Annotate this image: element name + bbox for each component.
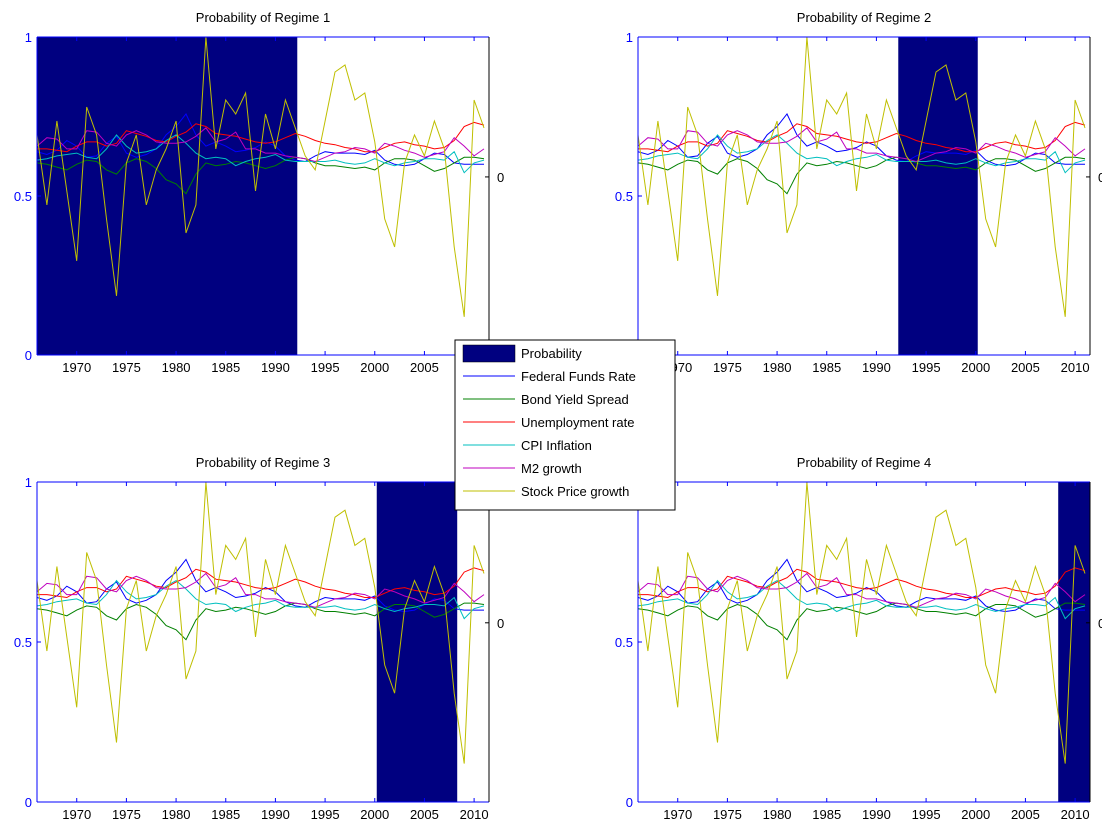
x-tick-label: 1990 <box>862 807 891 822</box>
x-tick-label: 1970 <box>663 807 692 822</box>
x-tick-label: 1980 <box>162 807 191 822</box>
series-line-bond-yield-spread <box>37 602 485 641</box>
series-line-unemployment-rate <box>638 567 1086 599</box>
series-line-cpi-inflation <box>638 579 1086 620</box>
series-line-bond-yield-spread <box>638 156 1086 195</box>
x-tick-label: 2005 <box>410 807 439 822</box>
x-tick-label: 1970 <box>62 360 91 375</box>
legend-label-probability: Probability <box>521 346 582 361</box>
x-tick-label: 1995 <box>912 807 941 822</box>
y-tick-label: 0 <box>25 348 32 363</box>
series-line-federal-funds-rate <box>37 113 484 167</box>
series-line-federal-funds-rate <box>638 113 1085 167</box>
x-tick-label: 2005 <box>1011 807 1040 822</box>
chart-panel-regime-1: Probability of Regime 1 1970 1975 1980 1985 1… <box>14 10 504 375</box>
series-line-stock-price-growth <box>638 482 1086 764</box>
x-tick-label: 1985 <box>211 807 240 822</box>
series-line-stock-price-growth <box>37 482 485 764</box>
legend-label-federal-funds-rate: Federal Funds Rate <box>521 369 636 384</box>
y-tick-label: 0.5 <box>615 189 633 204</box>
right-y-tick-label: 0 <box>497 170 504 185</box>
x-tick-label: 1995 <box>311 807 340 822</box>
x-tick-label: 2005 <box>410 360 439 375</box>
series-line-cpi-inflation <box>37 134 485 174</box>
chart-panel-regime-3: Probability of Regime 3 1970 1975 1980 1985 1… <box>14 455 504 822</box>
x-tick-label: 1990 <box>261 807 290 822</box>
y-tick-label: 1 <box>626 30 633 45</box>
x-tick-label: 2010 <box>1061 807 1090 822</box>
y-tick-label: 0 <box>626 795 633 810</box>
x-tick-label: 1980 <box>162 360 191 375</box>
x-tick-label: 1985 <box>812 360 841 375</box>
x-tick-label: 2005 <box>1011 360 1040 375</box>
x-tick-label: 2000 <box>961 807 990 822</box>
legend-label-unemployment-rate: Unemployment rate <box>521 415 634 430</box>
series-lines <box>638 37 1086 317</box>
chart-panel-regime-4: Probability of Regime 4 1970 1975 1980 1985 1… <box>615 455 1102 822</box>
x-tick-label: 1975 <box>112 360 141 375</box>
legend-swatch-probability <box>462 344 516 363</box>
x-tick-label: 2000 <box>961 360 990 375</box>
probability-area <box>1058 482 1090 802</box>
x-tick-label: 1990 <box>261 360 290 375</box>
chart-title: Probability of Regime 1 <box>196 10 330 25</box>
probability-area <box>37 37 298 355</box>
y-tick-label: 0.5 <box>14 635 32 650</box>
x-tick-label: 1980 <box>763 360 792 375</box>
series-lines <box>638 482 1086 764</box>
x-tick-label: 2000 <box>360 807 389 822</box>
x-tick-label: 1985 <box>211 360 240 375</box>
legend-box <box>454 339 676 511</box>
right-y-tick-label: 0 <box>1098 170 1102 185</box>
y-tick-label: 0 <box>25 795 32 810</box>
x-tick-label: 1995 <box>311 360 340 375</box>
x-tick-label: 1975 <box>112 807 141 822</box>
legend-label-bond-yield-spread: Bond Yield Spread <box>521 392 629 407</box>
legend: Probability Federal Funds Rate Bond Yield … <box>454 339 676 511</box>
right-y-tick-label: 0 <box>497 616 504 631</box>
series-line-bond-yield-spread <box>37 156 485 195</box>
x-tick-label: 1985 <box>812 807 841 822</box>
right-y-tick-label: 0 <box>1098 616 1102 631</box>
series-line-federal-funds-rate <box>37 558 484 613</box>
legend-label-m2-growth: M2 growth <box>521 461 582 476</box>
y-tick-label: 1 <box>25 475 32 490</box>
legend-label-stock-price-growth: Stock Price growth <box>521 484 629 499</box>
x-tick-label: 2000 <box>360 360 389 375</box>
y-tick-label: 0.5 <box>14 189 32 204</box>
legend-label-cpi-inflation: CPI Inflation <box>521 438 592 453</box>
x-tick-label: 1995 <box>912 360 941 375</box>
x-tick-label: 1990 <box>862 360 891 375</box>
x-tick-label: 1975 <box>713 807 742 822</box>
x-tick-label: 2010 <box>1061 360 1090 375</box>
y-tick-label: 0.5 <box>615 635 633 650</box>
series-line-stock-price-growth <box>37 37 485 317</box>
chart-title: Probability of Regime 4 <box>797 455 931 470</box>
probability-area <box>376 482 458 802</box>
series-line-stock-price-growth <box>638 37 1086 317</box>
chart-title: Probability of Regime 3 <box>196 455 330 470</box>
x-tick-label: 1975 <box>713 360 742 375</box>
series-lines <box>37 37 485 317</box>
probability-area <box>898 37 978 355</box>
x-tick-label: 1970 <box>62 807 91 822</box>
series-line-cpi-inflation <box>638 134 1086 174</box>
series-line-cpi-inflation <box>37 579 485 620</box>
series-lines <box>37 482 485 764</box>
x-tick-label: 2010 <box>460 807 489 822</box>
series-line-bond-yield-spread <box>638 602 1086 641</box>
chart-title: Probability of Regime 2 <box>797 10 931 25</box>
x-tick-label: 1980 <box>763 807 792 822</box>
series-line-federal-funds-rate <box>638 558 1085 613</box>
series-line-unemployment-rate <box>638 121 1086 153</box>
y-tick-label: 1 <box>25 30 32 45</box>
